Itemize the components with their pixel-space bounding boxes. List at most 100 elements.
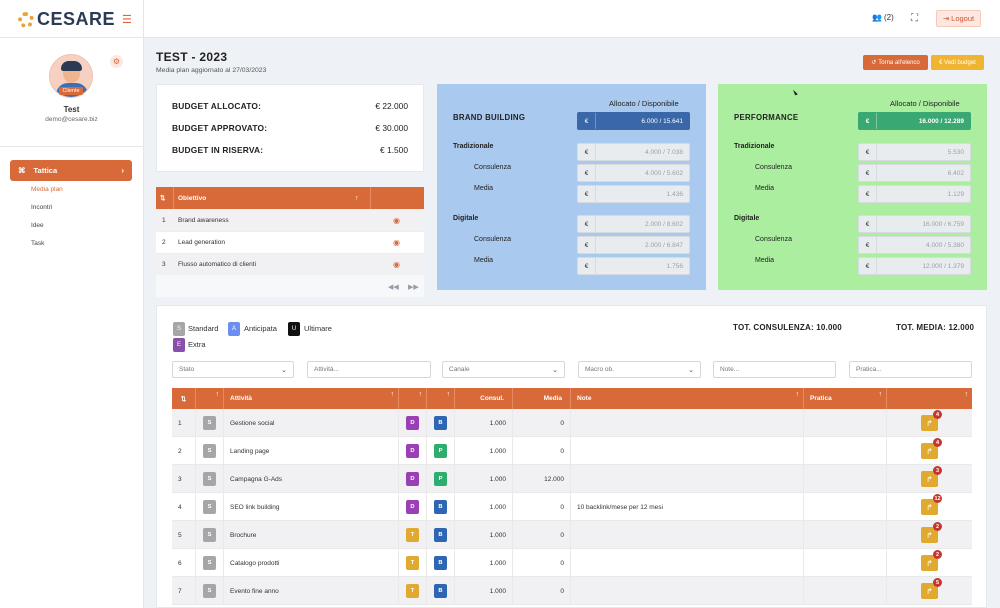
activity-filter-placeholder: Attività... <box>314 366 339 373</box>
share-action-button[interactable]: ↱ 3 <box>921 466 942 487</box>
eye-icon[interactable]: ◉ <box>393 216 400 225</box>
table-row[interactable]: 6 S Catalogo prodotti T B 1.000 0 ↱ 2 <box>172 549 972 577</box>
share-action-button[interactable]: ↱ 2 <box>921 550 942 571</box>
back-to-list-button[interactable]: ↺ Torna all'elenco <box>863 55 928 70</box>
previous-page-icon[interactable]: ◀◀ <box>388 284 399 291</box>
actions-col-header[interactable]: ↑ <box>964 391 969 398</box>
next-page-icon[interactable]: ▶▶ <box>408 284 419 291</box>
status-filter-value: Stato <box>179 366 195 373</box>
budget-summary-card: BUDGET ALLOCATO: € 22.000 BUDGET APPROVA… <box>156 84 424 172</box>
macro-objective-filter-select[interactable]: Macro ob. ⌄ <box>578 361 701 378</box>
legend-label-ultimare: Ultimare <box>304 324 332 333</box>
note-value <box>571 549 804 577</box>
channel-filter-select[interactable]: Canale ⌄ <box>442 361 565 378</box>
logout-button[interactable]: ⇥ Logout <box>936 10 981 27</box>
consul-value: 1.000 <box>455 577 513 605</box>
share-action-button[interactable]: ↱ 5 <box>921 578 942 599</box>
media-label: Media <box>755 185 775 192</box>
table-row[interactable]: 5 S Brochure T B 1.000 0 ↱ 2 <box>172 521 972 549</box>
sort-icon[interactable]: ⇅ <box>172 388 196 409</box>
pratica-col-header[interactable]: Pratica ↑ <box>804 388 887 409</box>
pratica-value <box>804 493 887 521</box>
users-icon: 👥 <box>872 13 882 22</box>
table-row[interactable]: 2 S Landing page D P 1.000 0 ↱ 4 <box>172 437 972 465</box>
hamburger-menu-icon[interactable]: ☰ <box>122 14 132 26</box>
media-col-header[interactable]: Media <box>513 388 571 409</box>
notification-badge: 4 <box>933 438 942 447</box>
channel-col-header[interactable]: ↑ <box>399 388 427 409</box>
note-filter-input[interactable]: Note... <box>713 361 836 378</box>
share-icon: ↱ <box>926 418 933 428</box>
euro-icon: € <box>578 186 596 202</box>
pratica-value <box>804 465 887 493</box>
type-chip: S <box>203 528 216 542</box>
share-icon: ↱ <box>926 502 933 512</box>
view-budget-button[interactable]: € Vedi budget <box>931 55 984 70</box>
budget-riserva-value: € 1.500 <box>380 145 408 155</box>
pratica-value <box>804 521 887 549</box>
sidebar-section-tattica[interactable]: ⌘ Tattica › <box>10 160 132 181</box>
eye-icon[interactable]: ◉ <box>393 238 400 247</box>
share-action-button[interactable]: ↱ 4 <box>921 438 942 459</box>
sidebar-item-task[interactable]: Task <box>31 240 45 247</box>
type-chip: S <box>203 472 216 486</box>
sidebar-item-incontri[interactable]: Incontri <box>31 204 53 211</box>
brand-building-title: BRAND BUILDING <box>453 113 526 122</box>
macro-col-header[interactable]: ↑ <box>427 388 455 409</box>
share-action-button[interactable]: ↱ 4 <box>921 410 942 431</box>
consul-value: 1.000 <box>455 493 513 521</box>
sidebar: Cliente ⚙ Test demo@cesare.biz ⌘ Tattica… <box>0 38 143 608</box>
share-action-button[interactable]: ↱ 2 <box>921 522 942 543</box>
status-filter-select[interactable]: Stato ⌄ <box>172 361 294 378</box>
users-button[interactable]: 👥 (2) <box>872 13 894 22</box>
brand-name: CESARE <box>37 9 116 29</box>
objective-col-header[interactable]: Obiettivo <box>178 194 207 202</box>
sidebar-item-media-plan[interactable]: Media plan <box>31 186 63 193</box>
activity-col-header[interactable]: Attività ↑ <box>224 388 399 409</box>
consulenza-label: Consulenza <box>474 236 511 243</box>
fullscreen-icon[interactable]: ⛶ <box>911 13 918 24</box>
sort-arrow-icon[interactable]: ↑ <box>355 194 359 202</box>
logo[interactable]: CESARE ☰ <box>18 9 132 30</box>
activity-name: Landing page <box>224 437 399 465</box>
table-row[interactable]: 1 S Gestione social D B 1.000 0 ↱ 4 <box>172 409 972 437</box>
activity-name: Evento fine anno <box>224 577 399 605</box>
perf-trad-field: € 5.530 <box>858 143 971 161</box>
sort-icon[interactable]: ⇅ <box>160 195 166 202</box>
table-row[interactable]: 2 Lead generation ◉ <box>156 231 424 253</box>
table-row[interactable]: 3 Flusso automatico di clienti ◉ <box>156 253 424 275</box>
media-value: 12.000 <box>513 465 571 493</box>
profile-settings-icon[interactable]: ⚙ <box>110 55 123 68</box>
budget-label: € Vedi budget <box>939 59 976 66</box>
perf-dig-cons-value: 4.000 / 5.380 <box>926 241 964 249</box>
perf-dig-field: € 16.000 / 6.759 <box>858 215 971 233</box>
pratica-value <box>804 409 887 437</box>
euro-icon: € <box>859 165 877 181</box>
brand-trad-field: € 4.000 / 7.038 <box>577 143 690 161</box>
consul-value: 1.000 <box>455 521 513 549</box>
table-row[interactable]: 7 S Evento fine anno T B 1.000 0 ↱ 5 <box>172 577 972 605</box>
channel-chip: D <box>406 472 419 486</box>
note-col-header[interactable]: Note ↑ <box>571 388 804 409</box>
brand-trad-cons-field: € 4.000 / 5.602 <box>577 164 690 182</box>
table-row[interactable]: 1 Brand awareness ◉ <box>156 209 424 231</box>
brand-dig-field: € 2.000 / 8.602 <box>577 215 690 233</box>
sidebar-divider <box>143 0 144 608</box>
euro-icon: € <box>578 113 596 129</box>
pratica-col-label: Pratica <box>810 395 832 402</box>
perf-trad-media-value: 1.129 <box>947 190 964 198</box>
eye-icon[interactable]: ◉ <box>393 260 400 269</box>
brand-dig-value: 2.000 / 8.602 <box>645 220 683 228</box>
type-col-header[interactable]: ↑ <box>196 388 224 409</box>
euro-icon: € <box>859 113 877 129</box>
chevron-down-icon: ⌄ <box>688 366 694 374</box>
activity-filter-input[interactable]: Attività... <box>307 361 431 378</box>
table-row[interactable]: 3 S Campagna G-Ads D P 1.000 12.000 ↱ 3 <box>172 465 972 493</box>
consulenza-label: Consulenza <box>755 236 792 243</box>
share-action-button[interactable]: ↱ 12 <box>921 494 942 515</box>
consul-col-header[interactable]: Consul. <box>455 388 513 409</box>
sidebar-item-idee[interactable]: Idee <box>31 222 44 229</box>
type-chip: S <box>203 500 216 514</box>
pratica-filter-input[interactable]: Pratica... <box>849 361 972 378</box>
table-row[interactable]: 4 S SEO link building D B 1.000 0 10 bac… <box>172 493 972 521</box>
